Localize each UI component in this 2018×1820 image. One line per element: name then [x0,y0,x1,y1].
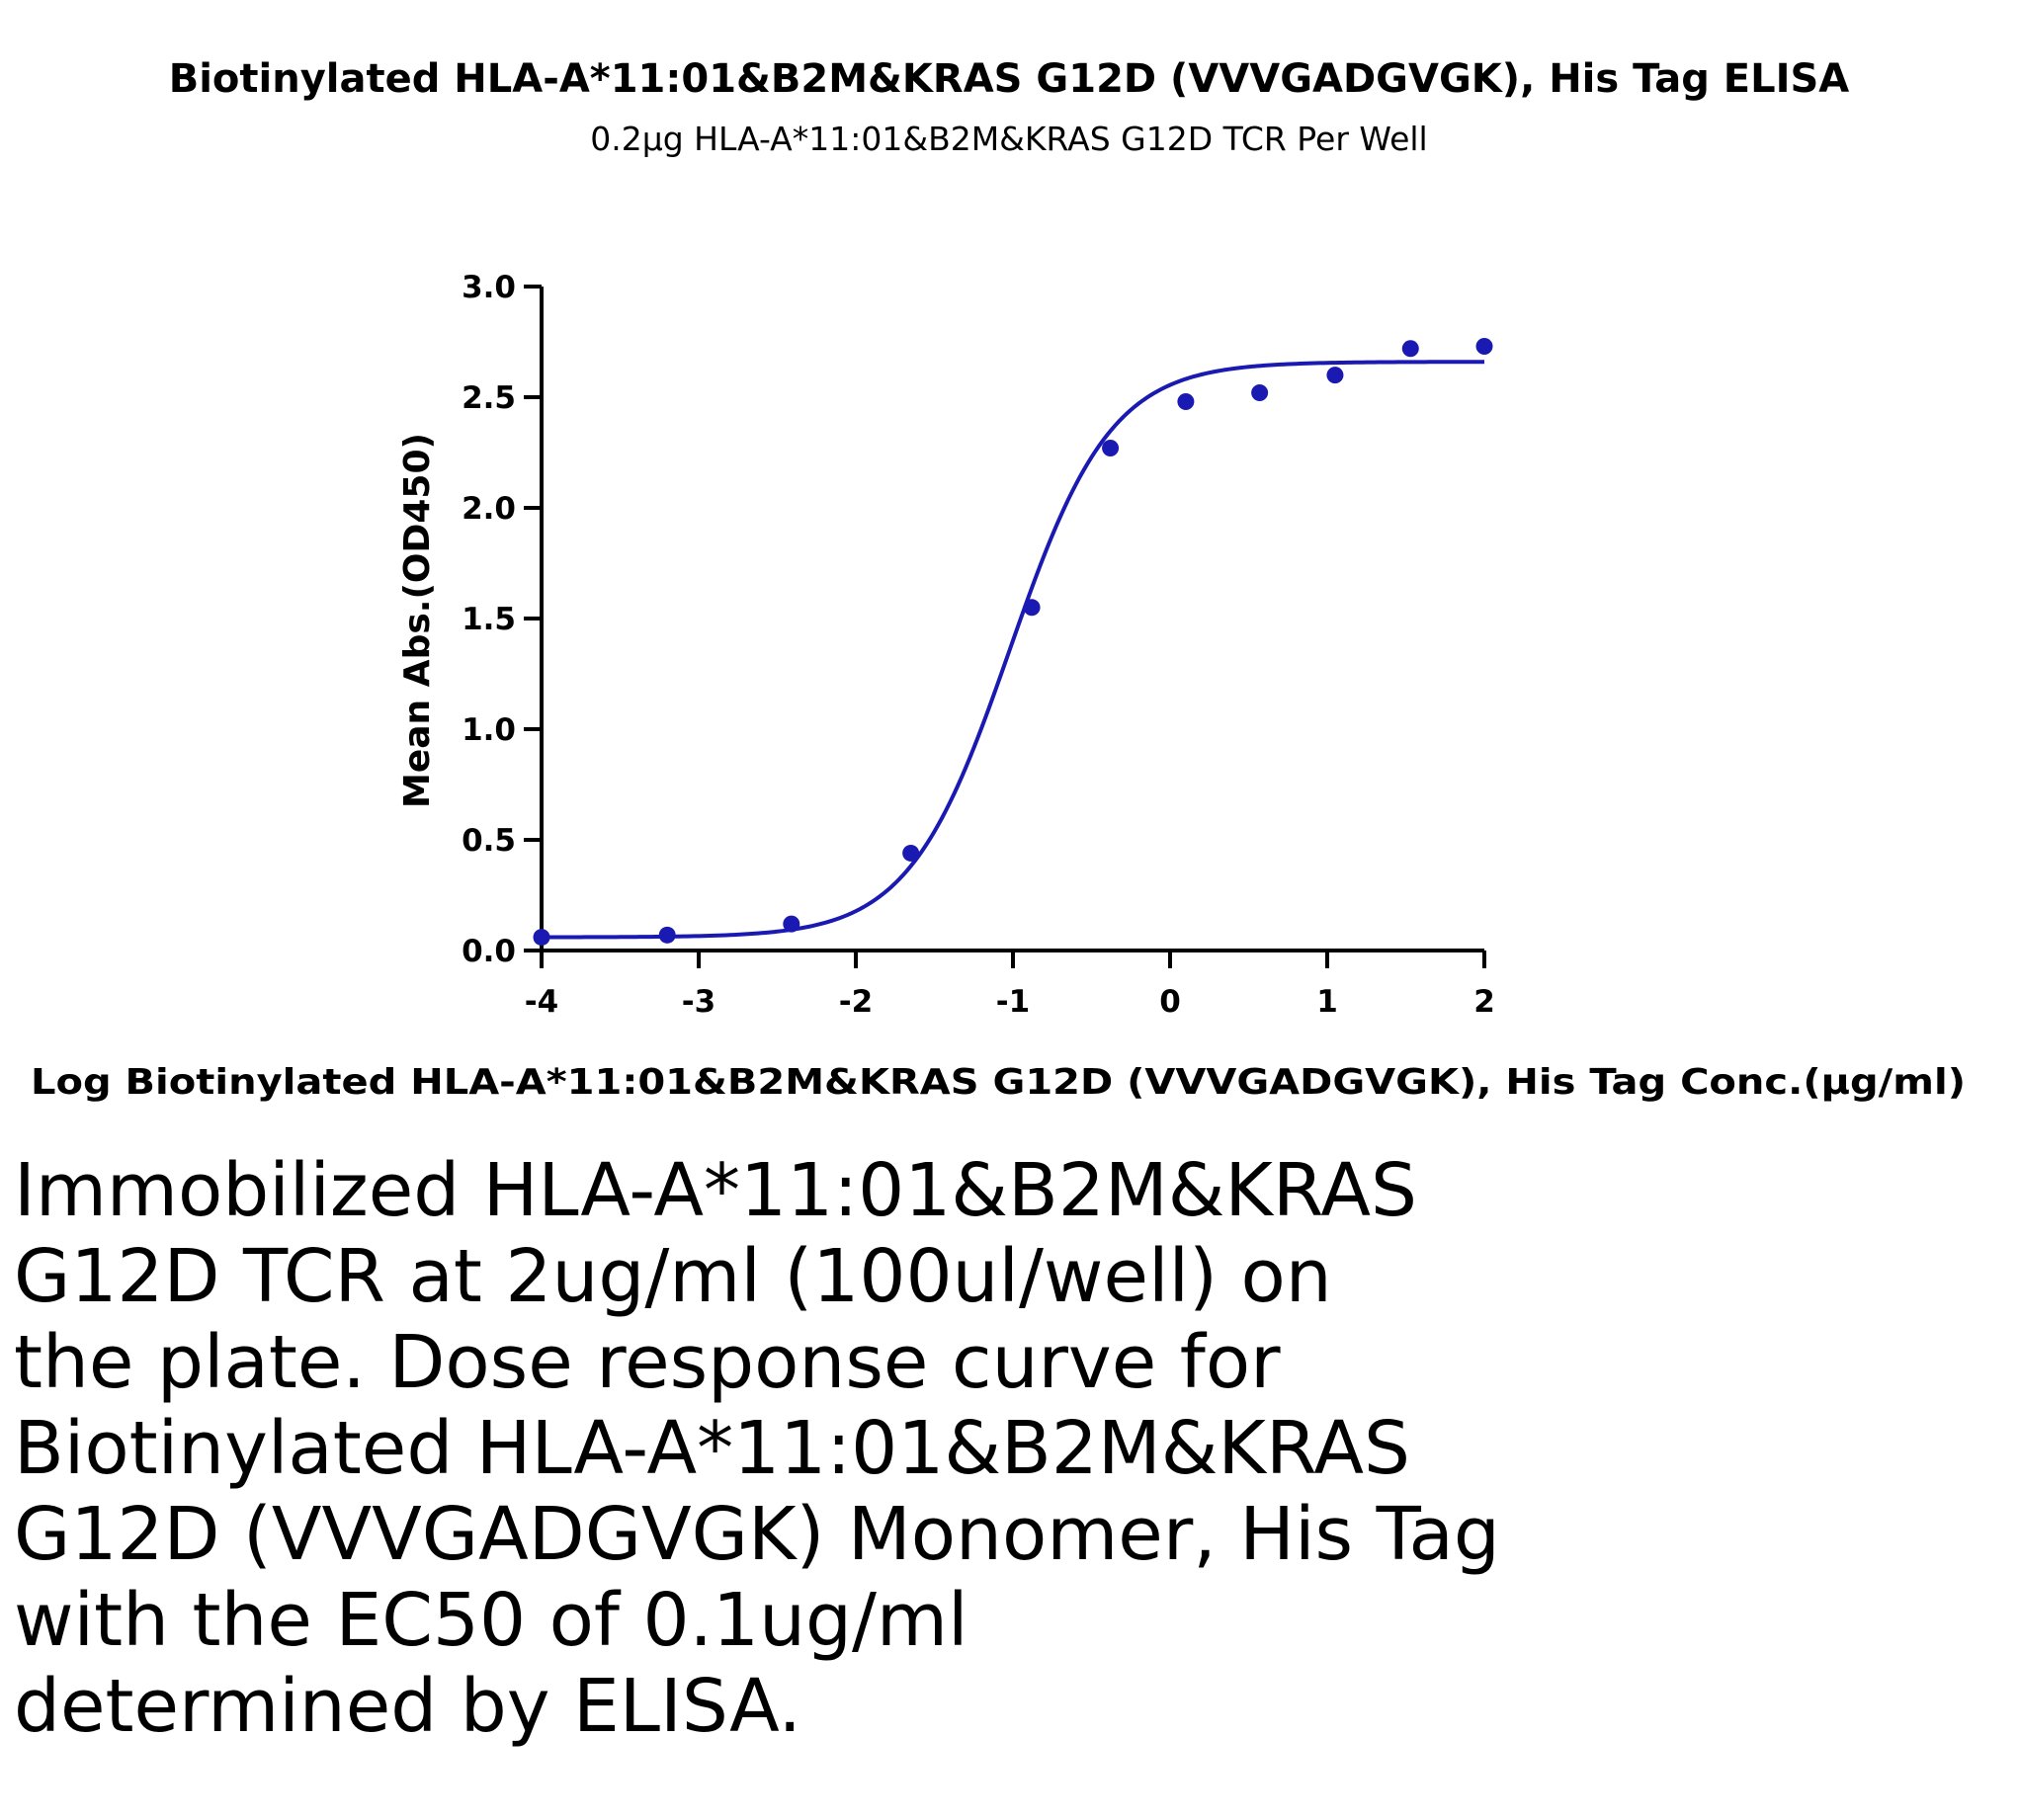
chart-axes: 0.0 0.5 1.0 1.5 2.0 2.5 3.0 -4 -3 -2 -1 0 1 2 [462,270,1495,1020]
chart-subtitle: 0.2μg HLA-A*11:01&B2M&KRAS G12D TCR Per … [590,120,1427,158]
y-tick-label: 0.0 [462,934,516,969]
x-tick-label: -3 [682,984,715,1020]
y-tick-label: 0.5 [462,823,516,859]
x-tick-label: -2 [839,984,873,1020]
data-point [783,915,800,933]
x-tick-label: 0 [1159,984,1181,1020]
data-point [658,926,676,944]
x-tick-label: -1 [996,984,1030,1020]
data-point [1102,440,1120,457]
data-point [1177,392,1195,410]
elisa-chart: Biotinylated HLA-A*11:01&B2M&KRAS G12D (… [31,56,1966,1103]
data-point [902,844,920,862]
x-axis-label: Log Biotinylated HLA-A*11:01&B2M&KRAS G1… [31,1062,1966,1103]
data-point [1251,384,1269,402]
x-tick-label: -4 [525,984,558,1020]
x-tick-label: 2 [1473,984,1495,1020]
data-point [1023,599,1041,617]
data-point [1475,337,1493,355]
data-point [1326,367,1344,384]
y-axis-label: Mean Abs.(OD450) [397,433,438,808]
x-tick-label: 1 [1316,984,1338,1020]
y-tick-label: 2.5 [462,380,516,416]
figure-caption: Immobilized HLA-A*11:01&B2M&KRAS G12D TC… [14,1148,1500,1749]
y-tick-label: 1.5 [462,602,516,637]
fit-curve [542,360,1484,940]
chart-title: Biotinylated HLA-A*11:01&B2M&KRAS G12D (… [169,56,1850,102]
data-point [533,929,550,947]
y-tick-label: 3.0 [462,270,516,305]
y-tick-label: 1.0 [462,712,516,748]
data-points-layer [533,337,1493,947]
fit-curve-layer [542,360,1484,940]
data-point [1401,340,1419,358]
y-tick-label: 2.0 [462,491,516,527]
